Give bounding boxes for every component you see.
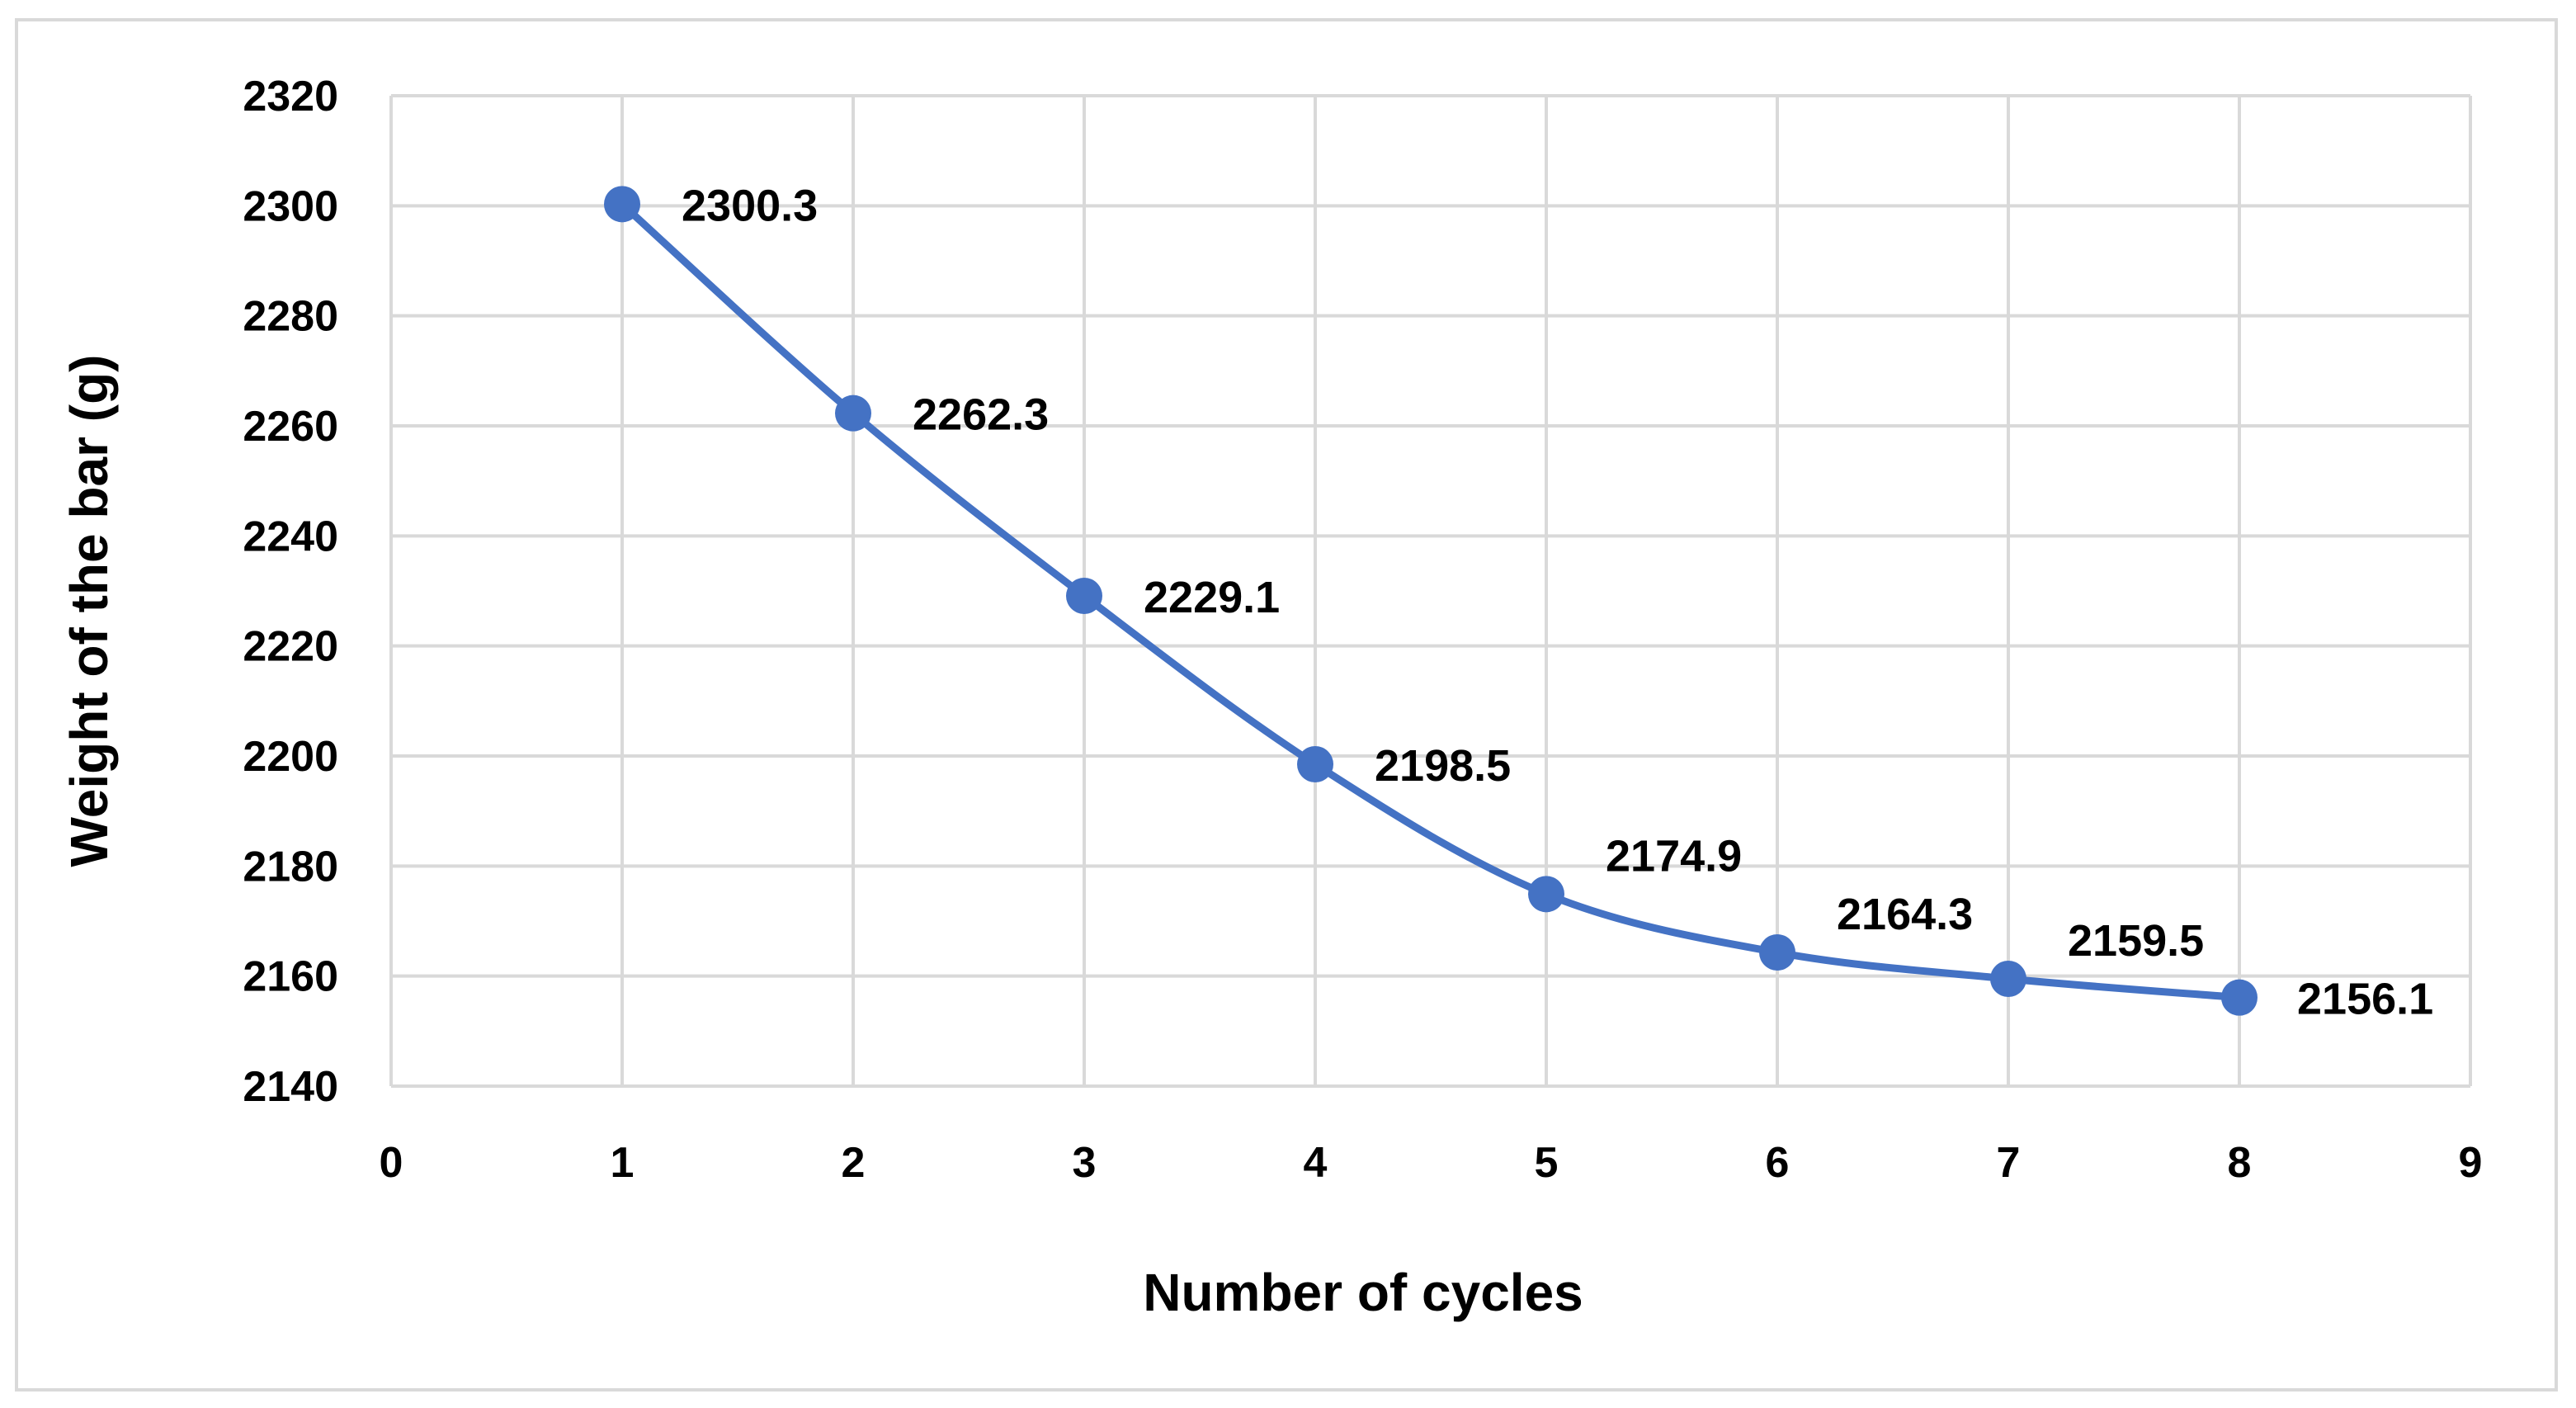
y-tick-label: 2320 bbox=[243, 73, 338, 120]
data-labels: 2300.3 2262.3 2229.1 2198.5 2174.9 2164.3 2159… bbox=[682, 181, 2433, 1023]
data-point bbox=[1528, 876, 1564, 913]
series-line bbox=[618, 200, 2243, 1002]
x-tick-label: 6 bbox=[1766, 1139, 1790, 1187]
y-tick-label: 2200 bbox=[243, 733, 338, 781]
data-label: 2164.3 bbox=[1837, 890, 1973, 939]
x-tick-label: 5 bbox=[1535, 1139, 1559, 1187]
data-label: 2300.3 bbox=[682, 181, 818, 230]
data-label: 2198.5 bbox=[1375, 741, 1511, 791]
data-label: 2159.5 bbox=[2068, 916, 2204, 966]
x-tick-label: 4 bbox=[1304, 1139, 1328, 1187]
data-point bbox=[604, 186, 640, 223]
series-layer bbox=[604, 186, 2258, 1016]
x-axis-title: Number of cycles bbox=[1143, 1263, 1583, 1322]
data-point bbox=[1990, 961, 2026, 997]
data-label: 2174.9 bbox=[1606, 831, 1742, 881]
y-tick-label: 2260 bbox=[243, 403, 338, 451]
y-tick-label: 2140 bbox=[243, 1063, 338, 1111]
data-point bbox=[1297, 746, 1333, 782]
data-label: 2156.1 bbox=[2297, 975, 2433, 1024]
x-tick-label: 0 bbox=[380, 1139, 403, 1187]
y-tick-label: 2240 bbox=[243, 513, 338, 560]
data-point bbox=[2221, 979, 2258, 1016]
y-axis-tick-labels: 2140 2160 2180 2200 2220 2240 2260 2280 2300 2320 bbox=[243, 73, 338, 1111]
data-label: 2229.1 bbox=[1144, 573, 1280, 622]
data-point bbox=[1066, 578, 1102, 614]
y-tick-label: 2280 bbox=[243, 293, 338, 341]
data-point bbox=[1759, 934, 1795, 971]
y-tick-label: 2160 bbox=[243, 953, 338, 1001]
chart-area bbox=[15, 18, 2558, 1391]
y-tick-label: 2220 bbox=[243, 623, 338, 671]
x-tick-label: 7 bbox=[1997, 1139, 2021, 1187]
y-tick-label: 2300 bbox=[243, 182, 338, 230]
gridlines bbox=[389, 94, 2472, 1088]
x-axis-tick-labels: 0 1 2 3 4 5 6 7 8 9 bbox=[380, 1139, 2483, 1187]
y-axis-title: Weight of the bar (g) bbox=[59, 355, 119, 867]
x-tick-label: 9 bbox=[2459, 1139, 2483, 1187]
x-tick-label: 3 bbox=[1073, 1139, 1097, 1187]
x-tick-label: 8 bbox=[2228, 1139, 2252, 1187]
data-point bbox=[835, 395, 871, 432]
y-tick-label: 2180 bbox=[243, 843, 338, 891]
data-label: 2262.3 bbox=[913, 390, 1049, 440]
x-tick-label: 2 bbox=[842, 1139, 866, 1187]
x-tick-label: 1 bbox=[611, 1139, 635, 1187]
